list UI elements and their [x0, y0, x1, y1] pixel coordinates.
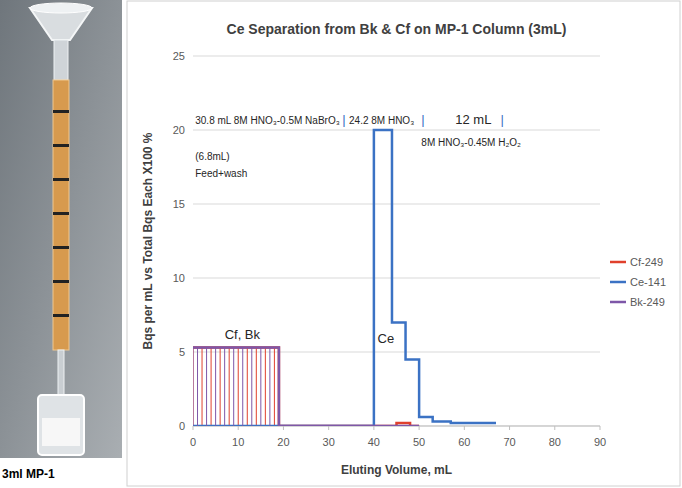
y-tick-label: 20 — [173, 124, 185, 136]
drop-line — [206, 348, 207, 426]
column-band — [53, 178, 69, 181]
drop-line — [211, 348, 212, 426]
drop-line — [229, 348, 230, 426]
funnel-rim — [30, 3, 92, 13]
column-band — [53, 110, 69, 113]
x-tick — [283, 426, 284, 430]
photo-caption: 3ml MP-1 — [2, 467, 55, 481]
x-tick — [600, 426, 601, 430]
x-tick — [554, 426, 555, 430]
column-band — [53, 246, 69, 249]
drop-line — [269, 348, 270, 426]
annotation: 8M HNO₃-0.45M H₂O₂ — [421, 137, 521, 148]
series — [193, 348, 419, 426]
x-tick-label: 70 — [503, 436, 515, 448]
x-tick — [373, 426, 374, 430]
drop-line — [197, 348, 198, 426]
annotation: Feed+wash — [195, 168, 247, 179]
x-tick-label: 90 — [594, 436, 606, 448]
chart-root: 3ml MP-1 Ce Separation from Bk & Cf on MP… — [0, 0, 682, 488]
column-band — [53, 314, 69, 317]
y-axis-title: Bqs per mL vs Total Bqs Each X100 % — [141, 132, 155, 349]
drop-line — [202, 348, 203, 426]
drop-line — [242, 348, 243, 426]
grid-line — [193, 130, 600, 131]
x-tick-label: 0 — [190, 436, 196, 448]
drop-line — [233, 348, 234, 426]
column-band — [53, 212, 69, 215]
x-tick-label: 40 — [368, 436, 380, 448]
x-tick-label: 50 — [413, 436, 425, 448]
grid-line — [193, 204, 600, 205]
x-tick-label: 80 — [549, 436, 561, 448]
column-band — [53, 280, 69, 283]
x-tick-label: 20 — [277, 436, 289, 448]
x-tick-label: 60 — [458, 436, 470, 448]
plot-area — [193, 130, 496, 426]
x-tick-label: 10 — [232, 436, 244, 448]
y-tick-label: 15 — [173, 198, 185, 210]
vial — [38, 395, 84, 455]
annotation: | — [501, 112, 504, 127]
annotation: Ce — [378, 331, 395, 346]
drop-line — [256, 348, 257, 426]
chart-frame — [127, 1, 680, 486]
y-tick-label: 10 — [173, 272, 185, 284]
drop-line — [260, 348, 261, 426]
drop-line — [247, 348, 248, 426]
legend-label: Ce-141 — [630, 276, 666, 288]
column-bed — [53, 80, 69, 350]
x-axis-title: Eluting Volume, mL — [341, 463, 452, 477]
x-tick — [419, 426, 420, 430]
column-tip — [58, 350, 64, 395]
y-tick-label: 0 — [179, 420, 185, 432]
photo-background — [0, 0, 122, 458]
series-line — [193, 348, 419, 426]
grid — [193, 56, 600, 426]
x-tick — [509, 426, 510, 430]
series — [193, 130, 496, 426]
y-tick-label: 5 — [179, 346, 185, 358]
vial-label — [42, 418, 80, 446]
drop-line — [251, 348, 252, 426]
grid-line — [193, 352, 600, 353]
drop-line — [238, 348, 239, 426]
grid-line — [193, 278, 600, 279]
annotation: 24.2 8M HNO₃ — [349, 115, 414, 126]
drop-line — [224, 348, 225, 426]
annotation: 12 mL — [455, 112, 491, 127]
y-tick-label: 25 — [173, 50, 185, 62]
annotation: Cf, Bk — [225, 327, 261, 342]
drop-line — [215, 348, 216, 426]
x-tick — [464, 426, 465, 430]
drop-line — [220, 348, 221, 426]
series-line — [193, 130, 496, 426]
legend-swatch — [610, 281, 626, 284]
photo — [0, 0, 122, 458]
drop-line — [193, 348, 194, 426]
x-tick — [238, 426, 239, 430]
reservoir — [54, 40, 68, 80]
annotation: 30.8 mL 8M HNO₃-0.5M NaBrO₃ — [195, 115, 339, 126]
series — [193, 348, 419, 426]
legend-swatch — [610, 301, 626, 304]
x-tick — [328, 426, 329, 430]
annotation: | — [342, 112, 345, 127]
legend-swatch — [610, 261, 626, 264]
annotation: | — [421, 112, 424, 127]
legend-label: Cf-249 — [630, 256, 663, 268]
x-tick-label: 30 — [323, 436, 335, 448]
annotation: (6.8mL) — [195, 151, 229, 162]
chart-title: Ce Separation from Bk & Cf on MP-1 Colum… — [227, 21, 567, 37]
x-tick — [193, 426, 194, 430]
legend-label: Bk-249 — [630, 296, 665, 308]
column-band — [53, 144, 69, 147]
series-line — [193, 348, 419, 426]
drop-line — [274, 348, 275, 426]
drop-line — [265, 348, 266, 426]
grid-line — [193, 56, 600, 57]
drop-line — [193, 348, 194, 426]
legend: Cf-249 Ce-141 Bk-249 — [610, 256, 666, 308]
